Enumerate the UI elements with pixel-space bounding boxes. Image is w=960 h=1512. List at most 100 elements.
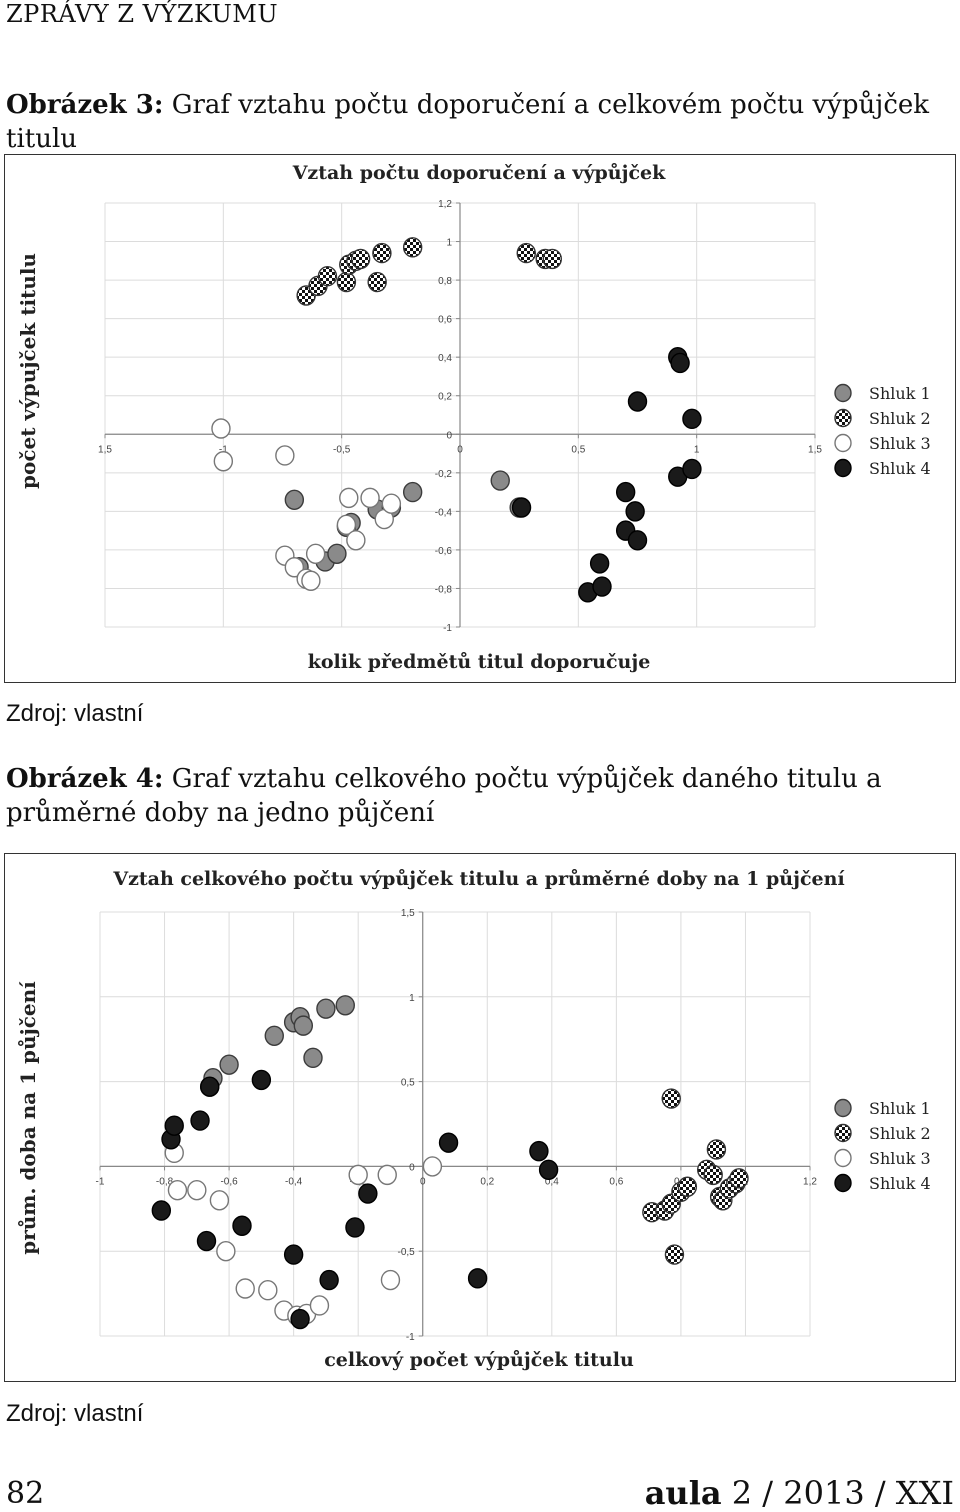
- data-point-shluk-3: [348, 1164, 368, 1186]
- y-tick-label: 0,6: [438, 315, 452, 326]
- data-point-shluk-2: [336, 271, 357, 293]
- data-point-shluk-1: [303, 1047, 323, 1069]
- legend: Shluk 1 Shluk 2 Shluk 3 Shluk 4: [834, 1098, 931, 1193]
- data-point-shluk-4: [615, 481, 636, 503]
- data-point-shluk-4: [682, 408, 702, 430]
- data-point-shluk-4: [196, 1230, 217, 1252]
- data-point-shluk-3: [380, 1269, 401, 1291]
- data-point-shluk-4: [190, 1110, 210, 1131]
- data-point-shluk-3: [211, 418, 231, 439]
- data-point-shluk-2: [516, 242, 536, 264]
- y-axis-label: počet výpujček titulu: [16, 253, 40, 489]
- data-point-shluk-3: [377, 1164, 397, 1186]
- y-tick-label: -0,8: [435, 584, 453, 595]
- data-point-shluk-4: [589, 553, 610, 574]
- data-point-shluk-4: [164, 1115, 184, 1136]
- series-2: [296, 237, 562, 306]
- data-point-shluk-4: [319, 1269, 339, 1291]
- journal-issue: 2 / 2013 / XXI: [731, 1474, 954, 1512]
- data-point-shluk-1: [402, 481, 423, 503]
- series-4: [511, 346, 702, 603]
- legend-marker-shluk-1: [834, 383, 852, 403]
- data-point-shluk-3: [305, 543, 326, 564]
- page-number: 82: [6, 1476, 45, 1511]
- legend-label-shluk-1: Shluk 1: [869, 384, 931, 403]
- data-point-shluk-3: [209, 1190, 230, 1211]
- x-tick-label: -0,6: [220, 1176, 238, 1187]
- data-point-shluk-3: [381, 493, 402, 514]
- x-tick-label: 1: [694, 444, 700, 455]
- x-tick-label: 0,6: [609, 1176, 623, 1187]
- data-point-shluk-3: [422, 1156, 443, 1177]
- data-point-shluk-2: [542, 248, 562, 270]
- data-point-shluk-3: [275, 445, 295, 466]
- y-tick-label: 1: [446, 238, 452, 249]
- data-point-shluk-1: [327, 543, 347, 564]
- y-tick-label: 0,5: [401, 1078, 415, 1089]
- y-tick-label: -0,4: [435, 507, 453, 518]
- chart-title: Vztah celkového počtu výpůjček titulu a …: [112, 868, 845, 890]
- legend-label-shluk-4: Shluk 4: [869, 459, 931, 478]
- journal-brand: aula: [644, 1474, 722, 1512]
- data-point-shluk-4: [670, 352, 690, 374]
- data-point-shluk-3: [284, 557, 305, 578]
- data-point-shluk-1: [284, 489, 305, 510]
- data-point-shluk-1: [293, 1015, 314, 1036]
- data-point-shluk-4: [345, 1217, 365, 1238]
- y-tick-label: 1,2: [438, 199, 452, 210]
- legend-label-shluk-2: Shluk 2: [869, 409, 931, 428]
- data-point-shluk-2: [729, 1168, 749, 1189]
- y-tick-label: -0,5: [397, 1247, 415, 1258]
- series-2: [642, 1088, 749, 1265]
- data-point-shluk-3: [187, 1179, 207, 1201]
- data-point-shluk-4: [283, 1244, 304, 1265]
- data-point-shluk-4: [232, 1215, 252, 1236]
- y-tick-label: -1: [443, 623, 452, 634]
- data-point-shluk-2: [661, 1088, 681, 1109]
- data-point-shluk-1: [219, 1054, 239, 1075]
- legend-label-shluk-1: Shluk 1: [869, 1099, 931, 1118]
- x-axis-label: kolik předmětů titul doporučuje: [308, 651, 651, 673]
- data-point-shluk-4: [682, 458, 702, 480]
- y-tick-label: -0,2: [435, 469, 453, 480]
- data-point-shluk-3: [235, 1278, 255, 1299]
- x-tick-label: -0,8: [156, 1176, 174, 1187]
- data-point-shluk-2: [402, 237, 423, 258]
- data-point-shluk-4: [511, 497, 532, 518]
- legend-label-shluk-3: Shluk 3: [869, 1149, 931, 1168]
- y-tick-label: 1,5: [401, 908, 415, 919]
- data-point-shluk-2: [706, 1139, 727, 1160]
- data-point-shluk-3: [258, 1280, 278, 1301]
- data-point-shluk-4: [251, 1069, 272, 1091]
- x-tick-label: -0,4: [285, 1176, 303, 1187]
- series-3: [211, 418, 402, 591]
- data-point-shluk-3: [167, 1179, 188, 1201]
- data-point-shluk-3: [301, 570, 321, 591]
- x-axis-label: celkový počet výpůjček titulu: [324, 1349, 634, 1371]
- legend: Shluk 1 Shluk 2 Shluk 3 Shluk 4: [834, 383, 931, 478]
- figure3-scatter-chart: Vztah počtu doporučení a výpůjček 1,5 -1 -0…: [16, 162, 931, 673]
- x-tick-label: 0: [420, 1176, 426, 1187]
- data-point-shluk-3: [216, 1241, 236, 1262]
- legend-marker-shluk-4: [834, 1173, 852, 1193]
- data-point-shluk-4: [151, 1200, 172, 1221]
- y-axis-label: prům. doba na 1 půjčení: [16, 981, 40, 1255]
- legend-marker-shluk-3: [834, 433, 852, 453]
- legend-marker-shluk-4: [834, 458, 852, 478]
- figure4-source: Zdroj: vlastní: [6, 1400, 144, 1427]
- data-point-shluk-3: [339, 487, 359, 509]
- data-point-shluk-3: [309, 1295, 330, 1316]
- figure3-caption-text: Graf vztahu počtu doporučení a celkovém …: [6, 90, 930, 154]
- figure3-source: Zdroj: vlastní: [6, 700, 144, 727]
- x-tick-label: 0,2: [480, 1176, 494, 1187]
- data-point-shluk-4: [358, 1183, 378, 1204]
- x-tick-label: 1,2: [803, 1176, 817, 1187]
- journal-footer: aula 2 / 2013 / XXI: [645, 1474, 954, 1512]
- legend-marker-shluk-2: [834, 408, 852, 428]
- section-header: ZPRÁVY Z VÝZKUMU: [6, 0, 279, 28]
- data-point-shluk-1: [490, 470, 510, 491]
- legend-marker-shluk-3: [834, 1148, 852, 1168]
- x-tick-label: 0,4: [545, 1176, 559, 1187]
- legend-marker-shluk-1: [834, 1098, 852, 1118]
- data-point-shluk-4: [627, 530, 648, 551]
